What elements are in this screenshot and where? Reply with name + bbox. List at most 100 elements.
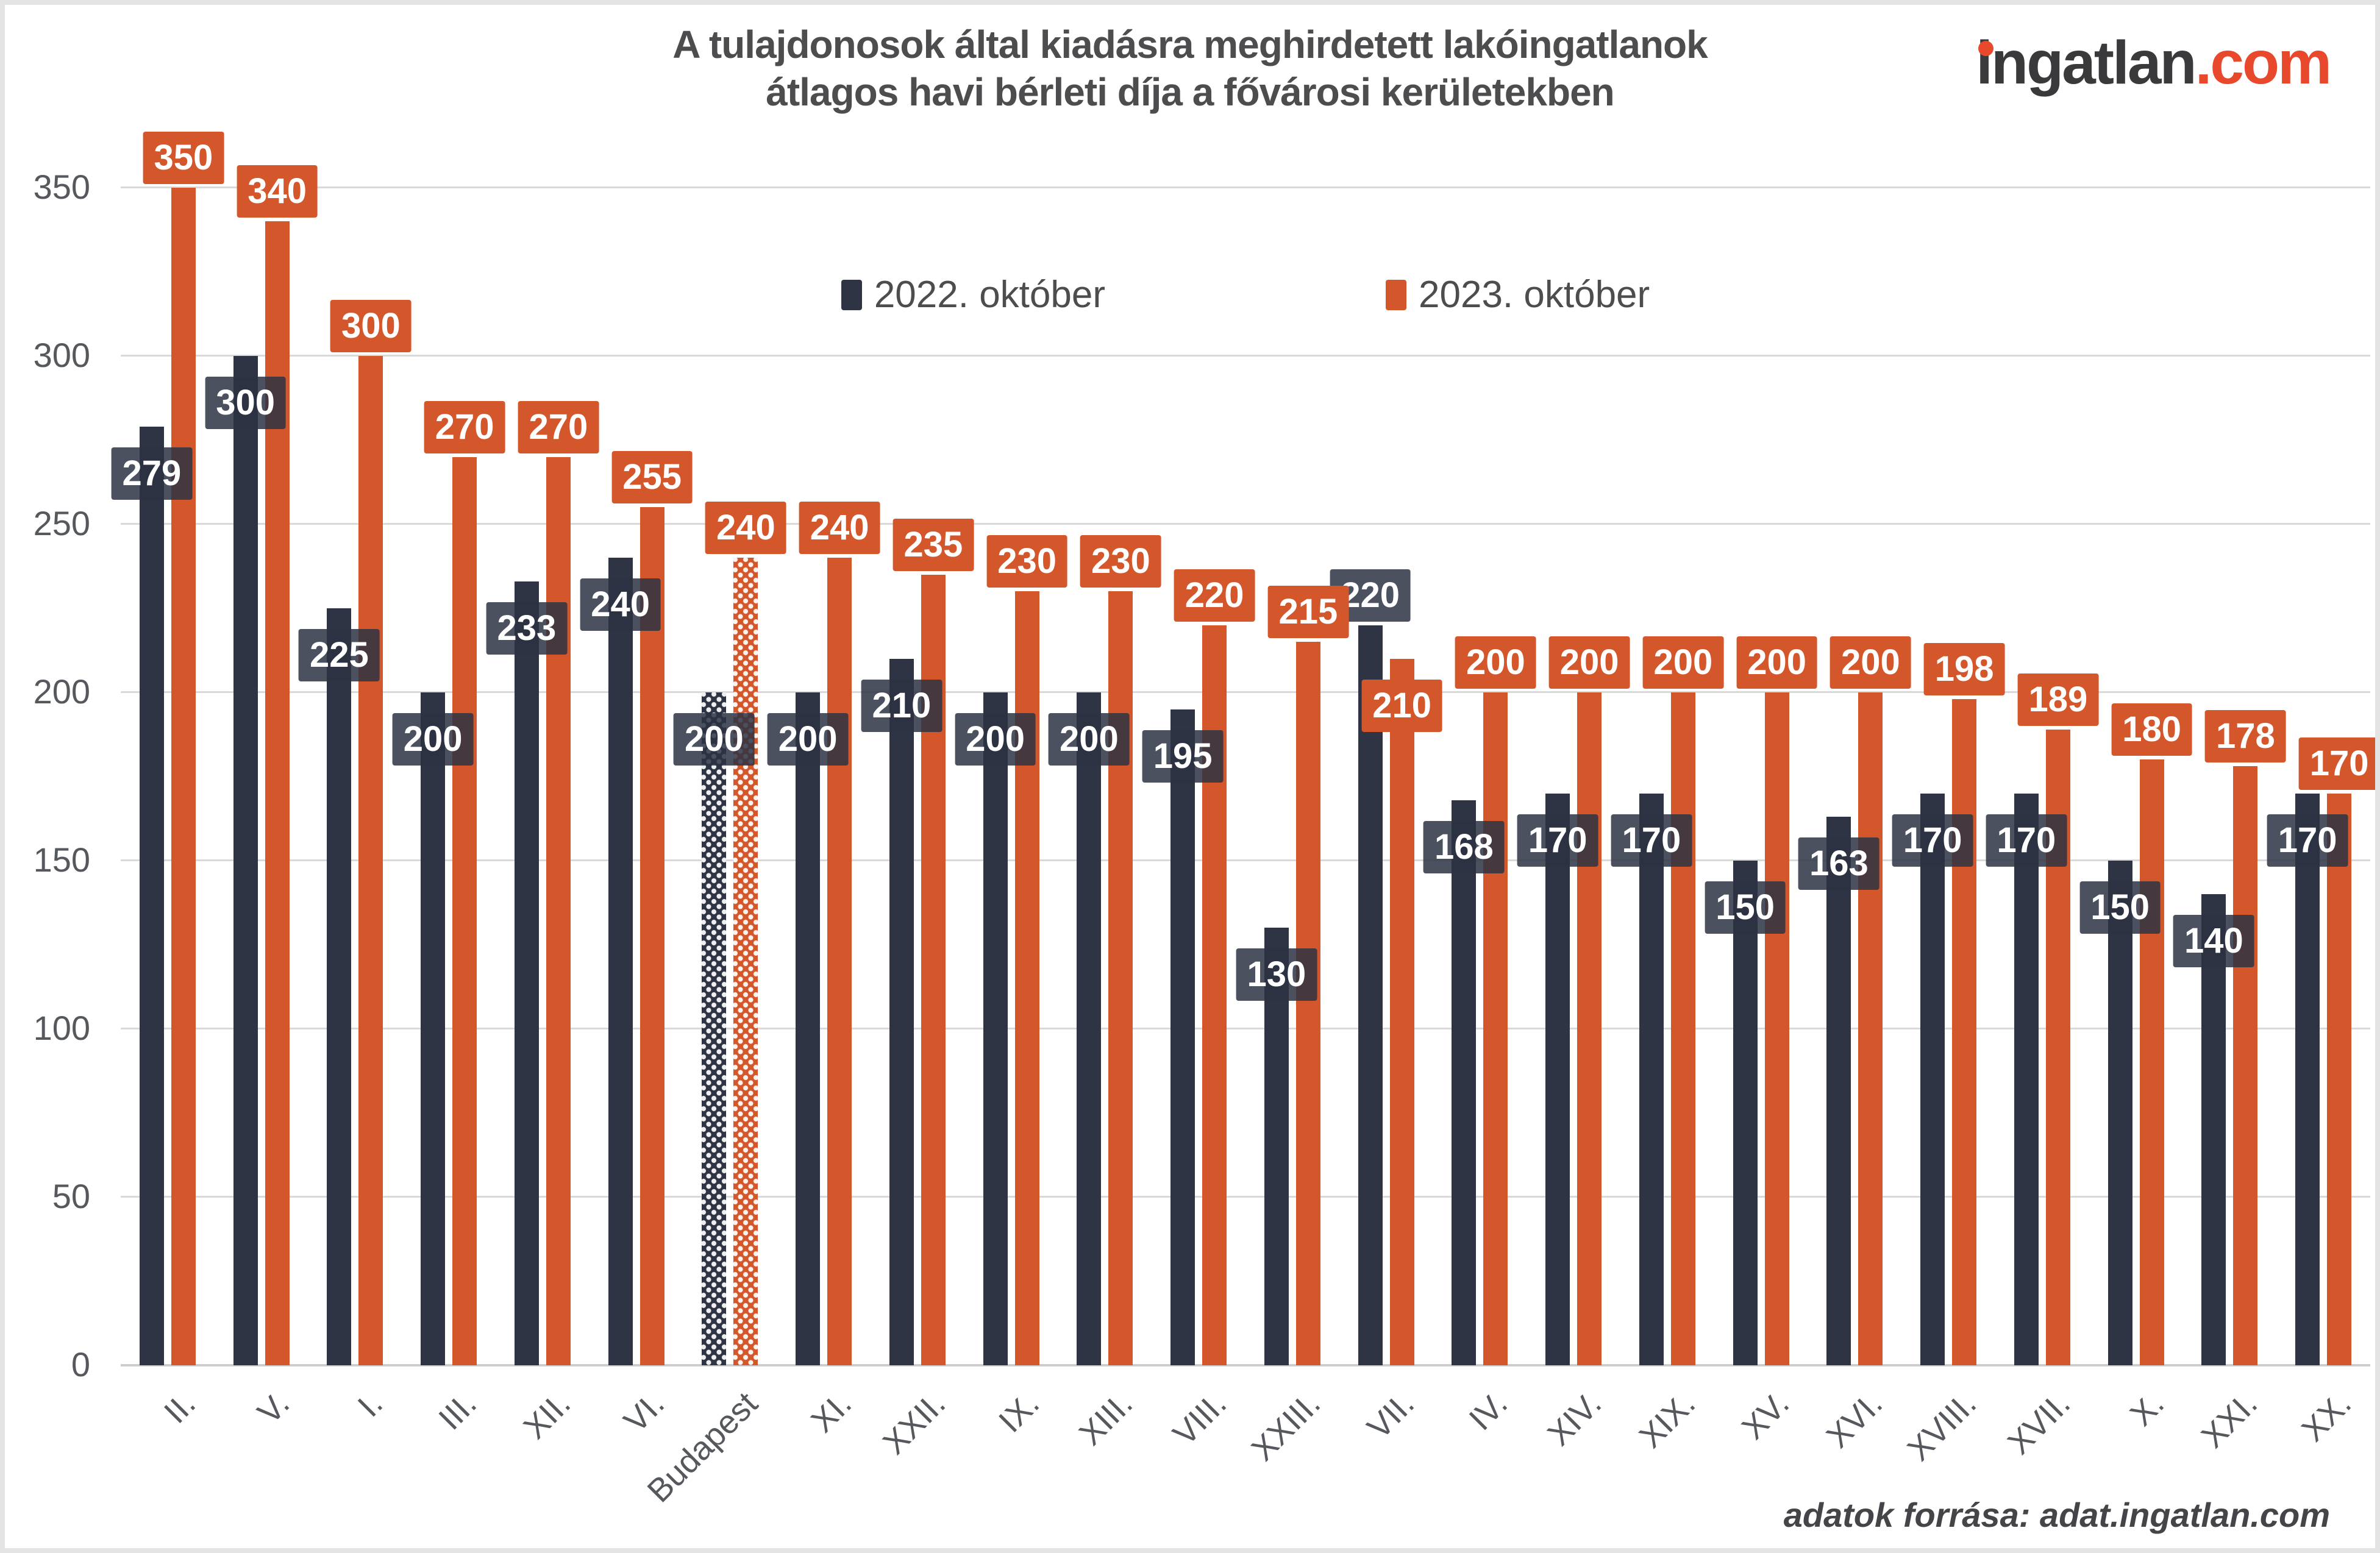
bar-2022-II.	[139, 426, 164, 1365]
value-label-2022-XI.: 200	[767, 713, 849, 766]
x-axis-label-VI.: VI.	[616, 1385, 671, 1440]
value-label-2023-VI.: 255	[611, 451, 693, 504]
value-label-2022-VI.: 240	[580, 578, 661, 631]
value-label-2023-XXI.: 178	[2204, 710, 2286, 763]
value-label-2022-XXIII.: 130	[1236, 948, 1317, 1001]
logo-i-dot	[1978, 41, 1994, 56]
x-axis-label-XXIII.: XXIII.	[1244, 1385, 1328, 1468]
x-axis-label-I.: I.	[351, 1385, 390, 1424]
value-label-2022-X.: 150	[2079, 881, 2161, 934]
value-label-2023-IX.: 230	[986, 535, 1068, 588]
value-label-2022-IV.: 168	[1423, 820, 1505, 873]
chart-legend: 2022. október 2023. október	[121, 273, 2370, 316]
x-axis-label-XX.: XX.	[2295, 1385, 2359, 1449]
gridline-350	[121, 187, 2370, 188]
legend-marker-2023-icon	[1386, 279, 1406, 310]
ingatlan-logo[interactable]: ingatlan .com	[1976, 29, 2332, 97]
bar-2022-V.	[233, 356, 258, 1365]
chart-title: A tulajdonosok által kiadásra meghirdete…	[5, 21, 2375, 116]
bar-2022-IV.	[1452, 800, 1477, 1365]
x-axis-label-III.: III.	[432, 1385, 484, 1437]
x-axis-label-XIV.: XIV.	[1541, 1385, 1609, 1453]
y-tick-label-250: 250	[33, 504, 90, 542]
bar-2022-III.	[421, 692, 446, 1365]
bar-2023-XVIII.	[1952, 699, 1977, 1365]
value-label-2023-III.: 270	[424, 400, 505, 453]
value-label-2022-Budapest: 200	[673, 713, 755, 766]
gridline-300	[121, 355, 2370, 357]
bar-2023-VI.	[640, 507, 664, 1365]
bar-2022-X.	[2107, 861, 2132, 1365]
x-axis-label-IX.: IX.	[991, 1385, 1046, 1440]
x-axis-label-V.: V.	[250, 1385, 296, 1431]
x-axis-label-XII.: XII.	[516, 1385, 578, 1446]
bar-2023-XIX.	[1670, 692, 1695, 1365]
value-label-2023-XX.: 170	[2298, 737, 2375, 790]
x-axis-label-VII.: VII.	[1360, 1385, 1421, 1446]
x-axis-label-XXII.: XXII.	[875, 1385, 953, 1462]
gridline-50	[121, 1196, 2370, 1198]
bar-2023-XIV.	[1577, 692, 1602, 1365]
bar-2022-I.	[327, 608, 352, 1365]
value-label-2022-XVII.: 170	[1986, 814, 2067, 867]
legend-item-2023[interactable]: 2023. október	[1386, 273, 1650, 316]
gridline-150	[121, 859, 2370, 861]
logo-text-suffix: .com	[2195, 29, 2332, 97]
gridline-250	[121, 523, 2370, 525]
value-label-2022-XII.: 233	[486, 602, 568, 655]
gridline-0	[121, 1364, 2370, 1366]
bar-2023-X.	[2139, 759, 2164, 1365]
chart-title-line2: átlagos havi bérleti díja a fővárosi ker…	[766, 70, 1615, 115]
value-label-2023-V.: 340	[237, 165, 318, 218]
value-label-2022-III.: 200	[392, 713, 474, 766]
y-tick-label-200: 200	[33, 672, 90, 711]
x-axis-label-XV.: XV.	[1734, 1385, 1796, 1447]
bar-2022-XV.	[1733, 861, 1758, 1365]
value-label-2022-XXII.: 210	[861, 679, 942, 732]
value-label-2023-Budapest: 240	[705, 502, 786, 555]
legend-label-2022: 2022. október	[874, 274, 1105, 316]
bar-2023-XX.	[2327, 793, 2352, 1365]
value-label-2023-VIII.: 220	[1174, 569, 1255, 622]
value-label-2023-XVIII.: 198	[1923, 643, 2005, 696]
bar-2023-XI.	[827, 558, 852, 1365]
bar-2023-VII.	[1389, 658, 1414, 1365]
value-label-2023-XVI.: 200	[1830, 636, 1911, 689]
value-label-2023-XI.: 240	[799, 502, 880, 555]
value-label-2022-II.: 279	[111, 447, 193, 500]
y-tick-label-150: 150	[33, 840, 90, 879]
value-label-2022-XIII.: 200	[1048, 713, 1130, 766]
legend-item-2022[interactable]: 2022. október	[841, 273, 1105, 316]
value-label-2022-V.: 300	[205, 377, 287, 429]
value-label-2023-II.: 350	[143, 132, 224, 184]
value-label-2022-XX.: 170	[2267, 814, 2348, 867]
value-label-2022-XVIII.: 170	[1892, 814, 1973, 867]
value-label-2023-XII.: 270	[518, 400, 599, 453]
value-label-2022-XIX.: 170	[1611, 814, 1692, 867]
x-axis-label-IV.: IV.	[1462, 1385, 1515, 1438]
y-tick-label-100: 100	[33, 1009, 90, 1047]
x-axis-label-XVII.: XVII.	[2000, 1385, 2078, 1462]
value-label-2022-VIII.: 195	[1142, 730, 1224, 783]
x-axis-label-XXI.: XXI.	[2194, 1385, 2265, 1455]
bar-2022-XXI.	[2201, 894, 2226, 1365]
value-label-2023-I.: 300	[330, 300, 412, 352]
legend-label-2023: 2023. október	[1419, 274, 1650, 316]
bar-2022-XVII.	[2014, 793, 2039, 1365]
bar-2023-XIII.	[1108, 591, 1133, 1365]
value-label-2023-XV.: 200	[1736, 636, 1818, 689]
bar-2023-XV.	[1764, 692, 1789, 1365]
bar-2023-XVI.	[1858, 692, 1883, 1365]
x-axis-label-XVIII.: XVIII.	[1900, 1385, 1984, 1468]
value-label-2022-XVI.: 163	[1798, 837, 1879, 890]
x-axis-label-XVI.: XVI.	[1819, 1385, 1890, 1455]
value-label-2022-XV.: 150	[1705, 881, 1786, 934]
logo-text-main: ingatlan	[1976, 29, 2197, 97]
bar-2022-IX.	[983, 692, 1008, 1365]
x-axis-label-XIX.: XIX.	[1632, 1385, 1703, 1455]
bar-2023-II.	[171, 188, 196, 1365]
bar-2022-XI.	[796, 692, 821, 1365]
y-tick-label-50: 50	[52, 1177, 90, 1215]
plot-area: 0 50 100 150 200 250 300 350 279 350 II. 300 340 V. 22…	[5, 5, 2375, 1548]
